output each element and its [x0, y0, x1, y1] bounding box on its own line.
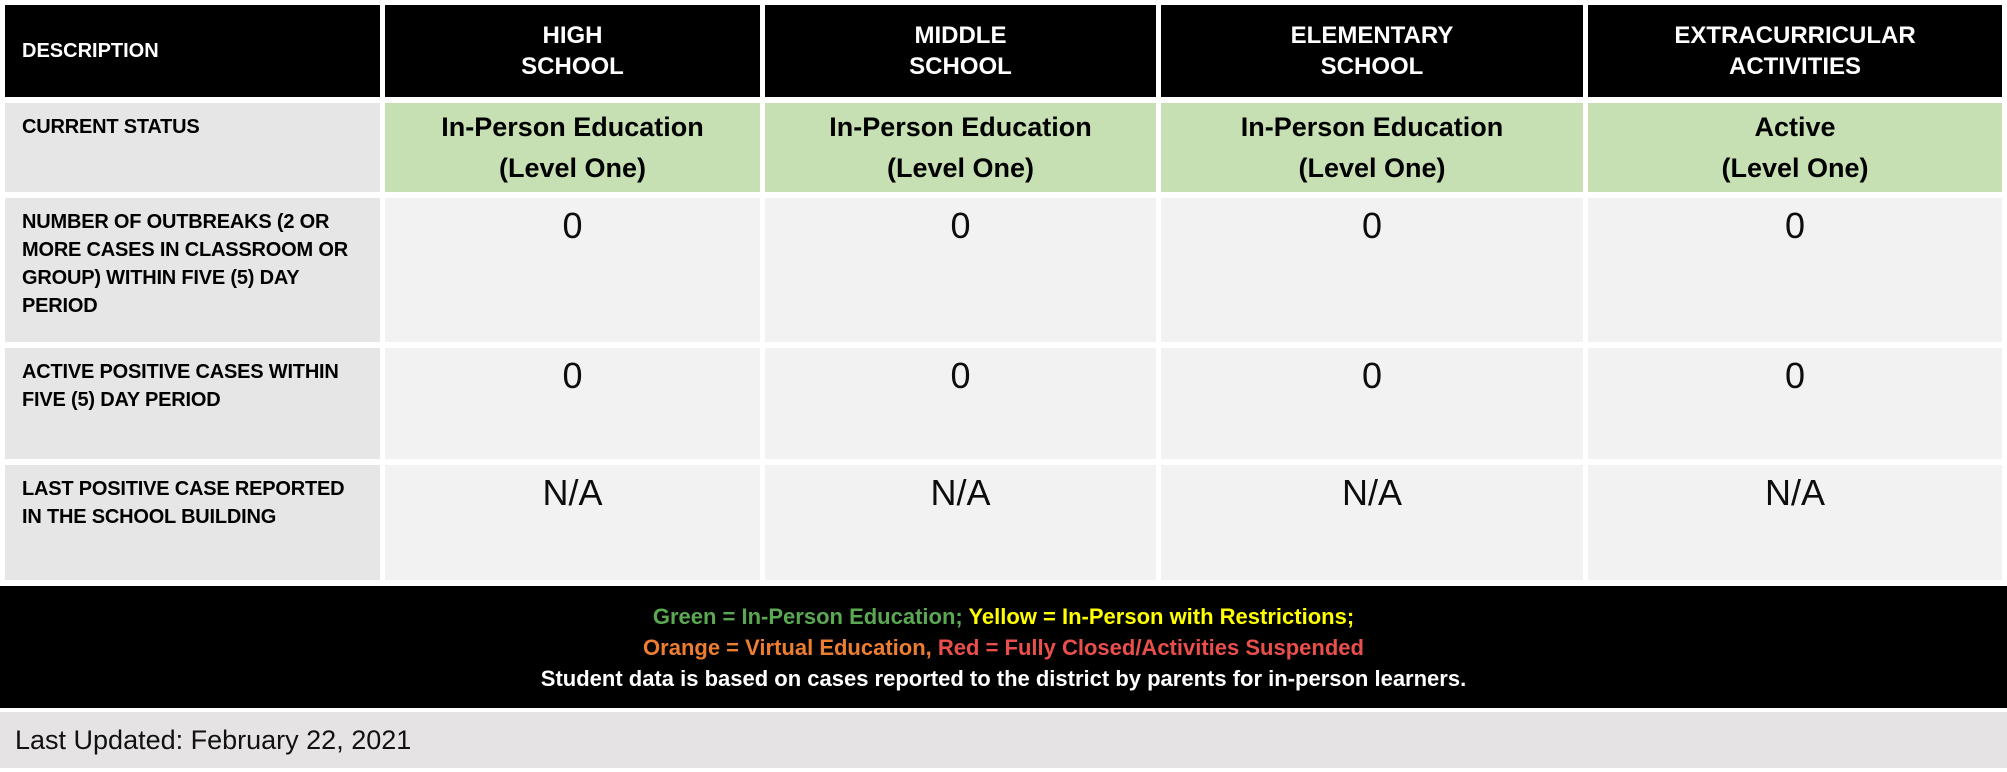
legend-red-text: Red = Fully Closed/Activities Suspended [937, 634, 1364, 660]
last-updated-text: Last Updated: February 22, 2021 [15, 724, 412, 755]
legend-band: Green = In-Person Education; Yellow = In… [0, 586, 2007, 708]
row-label-last-positive-case: LAST POSITIVE CASE REPORTED IN THE SCHOO… [5, 465, 380, 580]
legend-green-text: Green = In-Person Education; [652, 603, 969, 629]
status-table: DESCRIPTION HIGH SCHOOL MIDDLE SCHOOL EL… [5, 5, 2002, 580]
active-cases-extracurricular: 0 [1588, 348, 2002, 459]
outbreaks-extracurricular: 0 [1588, 198, 2002, 342]
legend-line-1: Green = In-Person Education; Yellow = In… [653, 601, 1354, 632]
outbreaks-high-school: 0 [385, 198, 760, 342]
legend-orange-text: Orange = Virtual Education, [643, 634, 938, 660]
legend-yellow-text: Yellow = In-Person with Restrictions; [968, 603, 1355, 629]
status-cell-elementary-school: In-Person Education (Level One) [1161, 103, 1583, 192]
last-updated-bar: Last Updated: February 22, 2021 [0, 712, 2007, 768]
status-cell-high-school: In-Person Education (Level One) [385, 103, 760, 192]
row-label-outbreaks: NUMBER OF OUTBREAKS (2 OR MORE CASES IN … [5, 198, 380, 342]
header-cell-extracurricular: EXTRACURRICULAR ACTIVITIES [1588, 5, 2002, 97]
last-case-high-school: N/A [385, 465, 760, 580]
header-cell-middle-school: MIDDLE SCHOOL [765, 5, 1156, 97]
header-cell-description: DESCRIPTION [5, 5, 380, 97]
legend-note: Student data is based on cases reported … [540, 665, 1467, 691]
active-cases-high-school: 0 [385, 348, 760, 459]
active-cases-middle-school: 0 [765, 348, 1156, 459]
last-case-extracurricular: N/A [1588, 465, 2002, 580]
last-case-middle-school: N/A [765, 465, 1156, 580]
legend-line-2: Orange = Virtual Education, Red = Fully … [643, 632, 1364, 663]
outbreaks-middle-school: 0 [765, 198, 1156, 342]
row-label-current-status: CURRENT STATUS [5, 103, 380, 192]
active-cases-elementary-school: 0 [1161, 348, 1583, 459]
row-label-active-cases: ACTIVE POSITIVE CASES WITHIN FIVE (5) DA… [5, 348, 380, 459]
status-cell-middle-school: In-Person Education (Level One) [765, 103, 1156, 192]
header-cell-elementary-school: ELEMENTARY SCHOOL [1161, 5, 1583, 97]
outbreaks-elementary-school: 0 [1161, 198, 1583, 342]
last-case-elementary-school: N/A [1161, 465, 1583, 580]
status-cell-extracurricular: Active (Level One) [1588, 103, 2002, 192]
header-cell-high-school: HIGH SCHOOL [385, 5, 760, 97]
